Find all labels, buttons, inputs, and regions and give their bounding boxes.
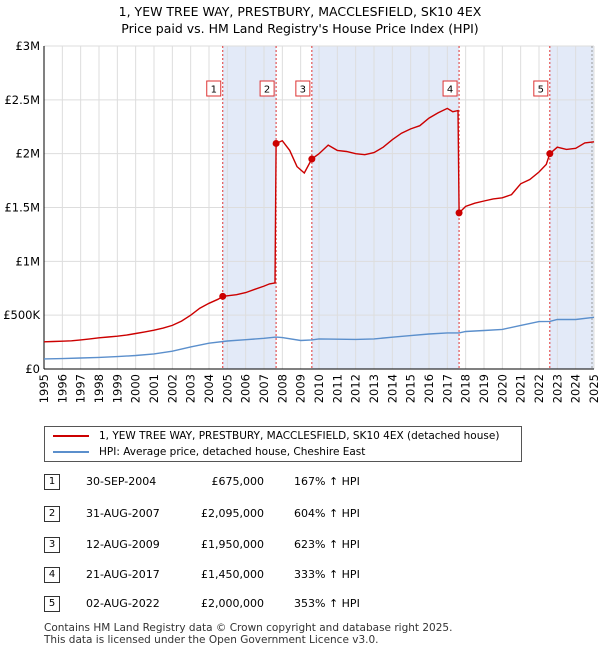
- sale-number: 1: [44, 474, 60, 490]
- sale-price: £1,450,000: [201, 568, 264, 581]
- sale-hpi: 623% ↑ HPI: [294, 538, 360, 551]
- y-tick-label: £2M: [15, 147, 40, 161]
- x-tick-label: 1996: [55, 374, 69, 403]
- x-tick-label: 1995: [37, 374, 51, 403]
- footer-copyright: Contains HM Land Registry data © Crown c…: [44, 622, 453, 634]
- x-tick-label: 2023: [550, 374, 564, 403]
- sale-label-frame: [259, 80, 275, 97]
- x-tick-label: 2012: [349, 374, 363, 403]
- x-tick-label: 2007: [257, 374, 271, 403]
- x-tick-label: 2016: [422, 374, 436, 403]
- sale-label-number: 4: [447, 85, 453, 96]
- sale-date: 02-AUG-2022: [86, 597, 160, 610]
- legend: 1, YEW TREE WAY, PRESTBURY, MACCLESFIELD…: [44, 426, 522, 462]
- x-tick-label: 2002: [165, 374, 179, 403]
- footer-licence: This data is licensed under the Open Gov…: [44, 634, 379, 646]
- x-tick-label: 2022: [532, 374, 546, 403]
- sale-point: [308, 155, 316, 163]
- sale-date: 31-AUG-2007: [86, 507, 160, 520]
- legend-label-property: 1, YEW TREE WAY, PRESTBURY, MACCLESFIELD…: [99, 430, 500, 442]
- legend-swatch-property: [53, 435, 89, 437]
- legend-label-hpi: HPI: Average price, detached house, Ches…: [99, 446, 366, 458]
- sale-point: [219, 292, 227, 300]
- y-tick-label: £0: [25, 362, 40, 376]
- sale-label-frame: [206, 80, 222, 97]
- y-tick-label: £1M: [15, 254, 40, 268]
- property-price-line: [43, 107, 595, 343]
- y-tick-label: £2.5M: [4, 93, 40, 107]
- sale-number: 3: [44, 537, 60, 553]
- x-tick-label: 2001: [147, 374, 161, 403]
- price-chart: £0 £500K £1M £1.5M £2M £2.5M £3M 1995 1996 1997 19…: [3, 39, 600, 403]
- sale-hpi: 353% ↑ HPI: [294, 597, 360, 610]
- x-tick-label: 2019: [477, 374, 491, 403]
- x-tick-label: 2009: [294, 374, 308, 403]
- x-tick-label: 2011: [330, 374, 344, 403]
- chart-title: 1, YEW TREE WAY, PRESTBURY, MACCLESFIELD…: [118, 4, 482, 19]
- sale-label-box: 3: [295, 80, 311, 97]
- x-tick-label: 2013: [367, 374, 381, 403]
- x-tick-label: 2005: [220, 374, 234, 403]
- x-tick-label: 2006: [239, 374, 253, 403]
- hpi-line: [43, 316, 595, 360]
- sale-price: £2,095,000: [201, 507, 264, 520]
- x-tick-label: 2008: [275, 374, 289, 403]
- x-tick-label: 2003: [184, 374, 198, 403]
- sale-label-box: 5: [533, 80, 549, 97]
- sale-price: £675,000: [211, 475, 265, 488]
- sale-point: [546, 150, 554, 158]
- x-tick-label: 2020: [495, 374, 509, 403]
- x-tick-label: 2024: [569, 374, 583, 403]
- x-tick-label: 2010: [312, 374, 326, 403]
- x-tick-label: 2015: [404, 374, 418, 403]
- x-tick-label: 2014: [385, 374, 399, 403]
- x-tick-label: 1998: [92, 374, 106, 403]
- y-tick-label: £500K: [3, 308, 40, 322]
- x-tick-label: 1999: [110, 374, 124, 403]
- y-tick-label: £1.5M: [4, 201, 40, 215]
- legend-swatch-hpi: [53, 451, 89, 453]
- footer: Contains HM Land Registry data © Crown c…: [44, 622, 452, 646]
- x-tick-label: 2025: [587, 374, 600, 403]
- sale-label-box: 2: [259, 80, 275, 97]
- sale-date: 12-AUG-2009: [86, 538, 160, 551]
- x-tick-label: 2017: [440, 374, 454, 403]
- x-tick-label: 2018: [459, 374, 473, 403]
- sale-label-box: 1: [206, 80, 222, 97]
- legend-item-hpi: HPI: Average price, detached house, Ches…: [53, 445, 365, 459]
- sale-label-frame: [442, 80, 458, 97]
- sale-number: 5: [44, 596, 60, 612]
- sale-hpi: 604% ↑ HPI: [294, 507, 360, 520]
- x-tick-label: 2000: [129, 374, 143, 403]
- sale-label-number: 1: [211, 85, 217, 96]
- chart-subtitle: Price paid vs. HM Land Registry's House …: [121, 21, 479, 36]
- sale-number: 4: [44, 567, 60, 583]
- sale-label-number: 2: [264, 85, 270, 96]
- sale-number: 2: [44, 506, 60, 522]
- sale-label-number: 3: [300, 85, 306, 96]
- sale-label-frame: [533, 80, 549, 97]
- sale-point: [272, 139, 280, 147]
- sale-label-frame: [295, 80, 311, 97]
- sale-date: 21-AUG-2017: [86, 568, 160, 581]
- sale-hpi: 167% ↑ HPI: [294, 475, 360, 488]
- x-tick-label: 1997: [74, 374, 88, 403]
- x-tick-label: 2021: [514, 374, 528, 403]
- sale-price: £2,000,000: [201, 597, 264, 610]
- sale-hpi: 333% ↑ HPI: [294, 568, 360, 581]
- sale-point: [455, 209, 463, 217]
- sale-label-number: 5: [538, 85, 544, 96]
- x-tick-label: 2004: [202, 374, 216, 403]
- y-tick-label: £3M: [15, 39, 40, 53]
- sale-label-box: 4: [442, 80, 458, 97]
- sale-price: £1,950,000: [201, 538, 264, 551]
- legend-item-property: 1, YEW TREE WAY, PRESTBURY, MACCLESFIELD…: [53, 429, 499, 443]
- sale-date: 30-SEP-2004: [86, 475, 157, 488]
